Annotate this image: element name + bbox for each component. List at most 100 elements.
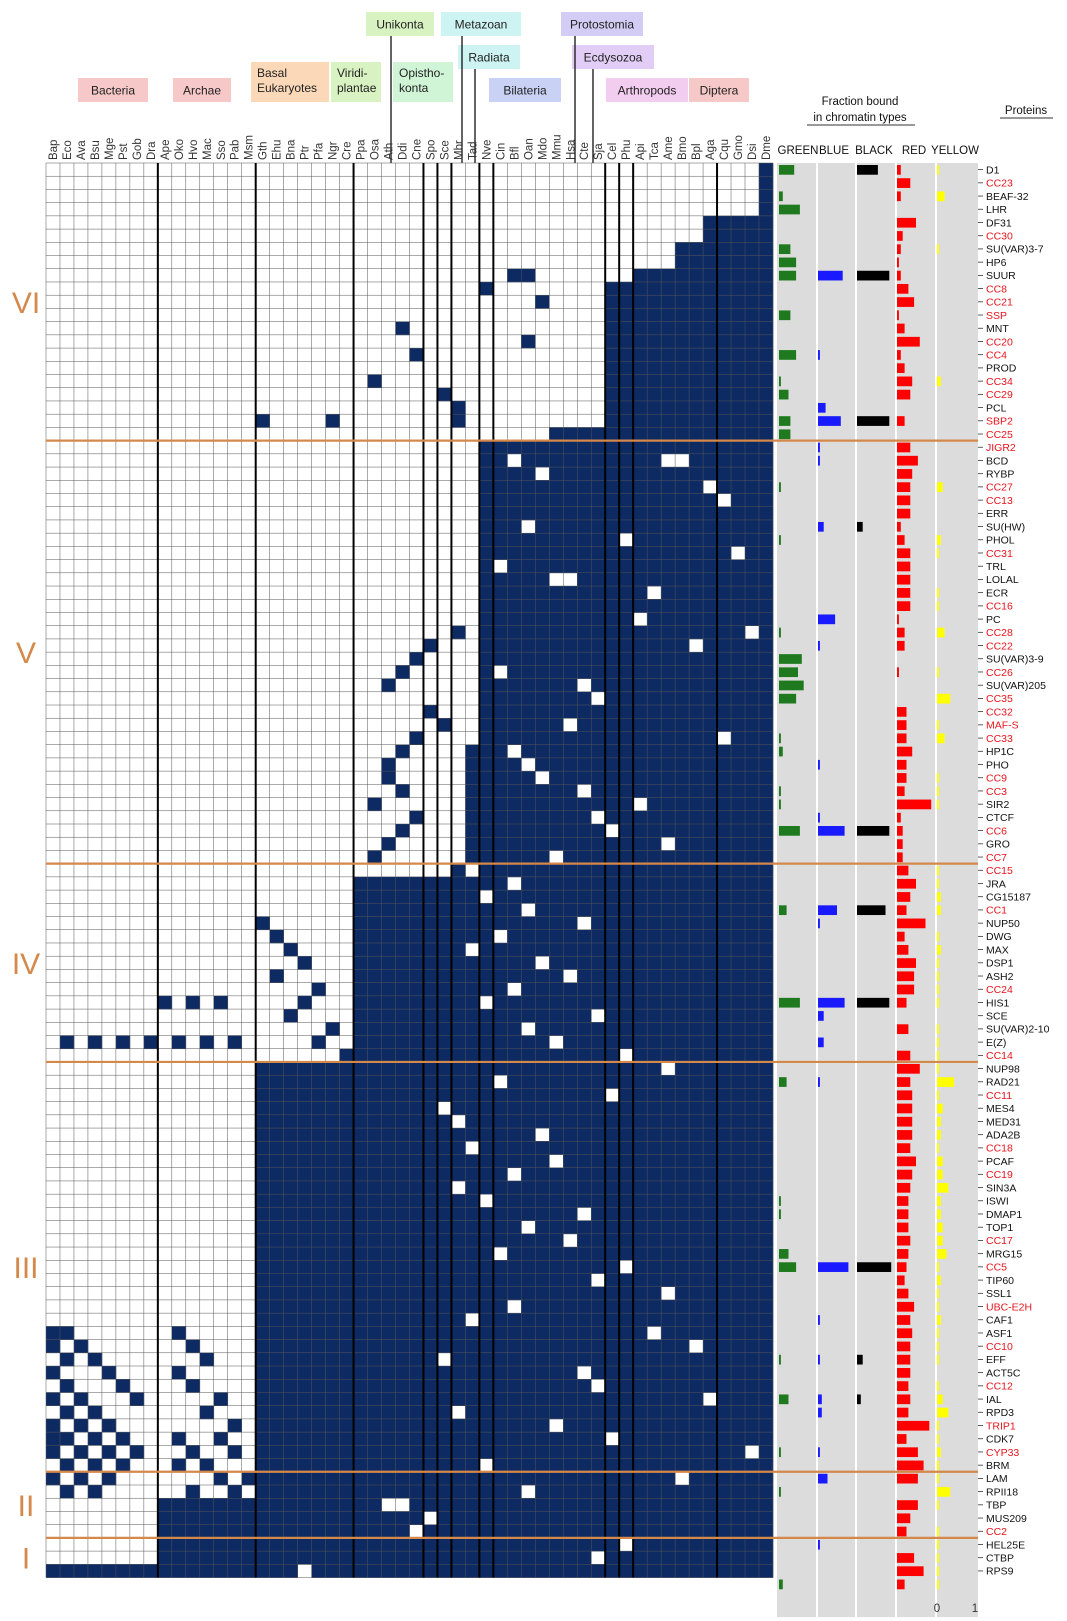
presence-cell: [717, 1260, 732, 1274]
presence-cell: [437, 1061, 452, 1076]
bar-red: [897, 812, 901, 823]
presence-cell: [493, 1154, 508, 1169]
presence-cell: [521, 586, 536, 600]
presence-cell: [493, 876, 508, 891]
presence-cell: [535, 903, 550, 917]
presence-cell: [521, 1088, 536, 1102]
fraction-bars: [779, 165, 955, 1590]
presence-cell: [731, 1551, 746, 1565]
protein-label: SUUR: [986, 270, 1016, 282]
presence-cell: [549, 533, 564, 547]
presence-cell: [395, 784, 410, 798]
presence-cell: [675, 1405, 690, 1420]
presence-cell: [283, 1273, 298, 1287]
presence-cell: [325, 1511, 340, 1525]
presence-cell: [311, 1313, 326, 1327]
presence-cell: [633, 1220, 648, 1235]
presence-cell: [619, 1207, 634, 1221]
presence-cell: [409, 995, 424, 1010]
presence-cell: [185, 1445, 201, 1459]
bar-blue: [818, 1077, 820, 1087]
presence-cell: [675, 969, 690, 983]
presence-cell: [381, 1088, 396, 1102]
presence-cell: [437, 1524, 452, 1539]
presence-cell: [605, 1101, 620, 1116]
presence-cell: [479, 1207, 494, 1221]
presence-cell: [675, 797, 690, 812]
presence-cell: [325, 1101, 340, 1116]
presence-cell: [283, 1286, 298, 1301]
presence-cell: [647, 1260, 662, 1274]
presence-cell: [675, 268, 690, 283]
presence-cell: [689, 1392, 704, 1406]
presence-cell: [563, 1458, 578, 1473]
presence-cell: [395, 995, 410, 1010]
bar-blue: [818, 640, 820, 651]
presence-cell: [451, 916, 466, 931]
bar-red: [897, 1116, 913, 1127]
species-label-Ptr: Ptr: [300, 145, 312, 160]
presence-cell: [647, 1088, 662, 1102]
protein-label: SCE: [986, 1010, 1008, 1022]
presence-cell: [353, 1048, 368, 1063]
presence-cell: [731, 824, 746, 838]
presence-cell: [689, 1405, 704, 1420]
presence-cell: [703, 876, 718, 891]
presence-cell: [493, 1260, 508, 1274]
presence-cell: [423, 876, 438, 891]
presence-cell: [745, 705, 760, 719]
presence-cell: [577, 797, 592, 812]
presence-cell: [507, 1485, 522, 1499]
presence-cell: [437, 876, 452, 891]
presence-cell: [479, 797, 494, 812]
presence-cell: [521, 1114, 536, 1129]
species-label-Mbr: Mbr: [453, 140, 465, 160]
presence-cell: [661, 295, 676, 309]
presence-cell: [633, 308, 648, 322]
presence-cell: [689, 1326, 704, 1340]
presence-cell: [549, 480, 564, 494]
presence-cell: [549, 1432, 564, 1446]
protein-label: GRO: [986, 839, 1010, 851]
presence-cell: [423, 1088, 438, 1102]
presence-cell: [535, 1101, 550, 1116]
presence-cell: [395, 1247, 410, 1261]
presence-cell: [758, 440, 774, 455]
presence-cell: [521, 1273, 536, 1287]
presence-cell: [255, 916, 270, 931]
presence-cell: [535, 625, 550, 640]
presence-cell: [493, 1537, 508, 1552]
presence-cell: [549, 744, 564, 759]
presence-cell: [493, 691, 508, 706]
presence-cell: [619, 321, 634, 336]
presence-cell: [479, 652, 494, 666]
presence-cell: [367, 969, 382, 983]
presence-cell: [717, 1498, 732, 1512]
presence-cell: [479, 586, 494, 600]
matrix-cells: [46, 163, 774, 1578]
bar-yellow: [937, 1116, 941, 1127]
presence-cell: [395, 1207, 410, 1221]
presence-cell: [717, 718, 732, 732]
presence-cell: [269, 1326, 284, 1340]
presence-cell: [758, 744, 774, 759]
presence-cell: [423, 1471, 438, 1486]
presence-cell: [745, 1207, 760, 1221]
presence-cell: [619, 506, 634, 521]
species-label-Ngr: Ngr: [328, 141, 340, 160]
presence-cell: [381, 1114, 396, 1129]
protein-label: CC34: [986, 376, 1013, 388]
presence-cell: [227, 1498, 243, 1512]
presence-cell: [689, 308, 704, 322]
protein-label: HIS1: [986, 997, 1010, 1009]
presence-cell: [549, 1048, 564, 1063]
presence-cell: [353, 929, 368, 944]
taxon-label: Unikonta: [376, 18, 424, 32]
presence-cell: [409, 1048, 424, 1063]
presence-cell: [703, 1022, 718, 1036]
presence-cell: [745, 348, 760, 362]
presence-cell: [535, 1564, 550, 1578]
presence-cell: [633, 348, 648, 362]
presence-cell: [661, 956, 676, 970]
presence-cell: [409, 1498, 424, 1512]
